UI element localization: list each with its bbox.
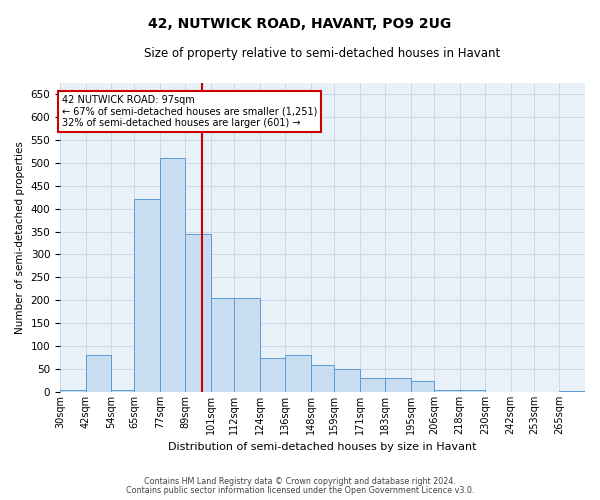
Bar xyxy=(111,390,134,392)
Bar xyxy=(260,358,286,392)
Bar xyxy=(286,356,311,392)
Bar xyxy=(134,200,160,392)
Text: 42 NUTWICK ROAD: 97sqm
← 67% of semi-detached houses are smaller (1,251)
32% of : 42 NUTWICK ROAD: 97sqm ← 67% of semi-det… xyxy=(62,95,317,128)
Bar xyxy=(334,369,360,392)
Bar xyxy=(311,364,334,392)
Bar xyxy=(86,356,111,392)
Bar xyxy=(235,298,260,392)
Bar xyxy=(434,390,460,392)
Text: 42, NUTWICK ROAD, HAVANT, PO9 2UG: 42, NUTWICK ROAD, HAVANT, PO9 2UG xyxy=(148,18,452,32)
Bar xyxy=(360,378,385,392)
X-axis label: Distribution of semi-detached houses by size in Havant: Distribution of semi-detached houses by … xyxy=(168,442,477,452)
Bar xyxy=(385,378,411,392)
Bar xyxy=(211,298,235,392)
Bar xyxy=(460,390,485,392)
Y-axis label: Number of semi-detached properties: Number of semi-detached properties xyxy=(15,141,25,334)
Text: Contains HM Land Registry data © Crown copyright and database right 2024.: Contains HM Land Registry data © Crown c… xyxy=(144,477,456,486)
Bar xyxy=(411,380,434,392)
Bar xyxy=(559,390,585,392)
Bar xyxy=(185,234,211,392)
Text: Contains public sector information licensed under the Open Government Licence v3: Contains public sector information licen… xyxy=(126,486,474,495)
Bar xyxy=(160,158,185,392)
Bar xyxy=(60,390,86,392)
Title: Size of property relative to semi-detached houses in Havant: Size of property relative to semi-detach… xyxy=(145,48,500,60)
